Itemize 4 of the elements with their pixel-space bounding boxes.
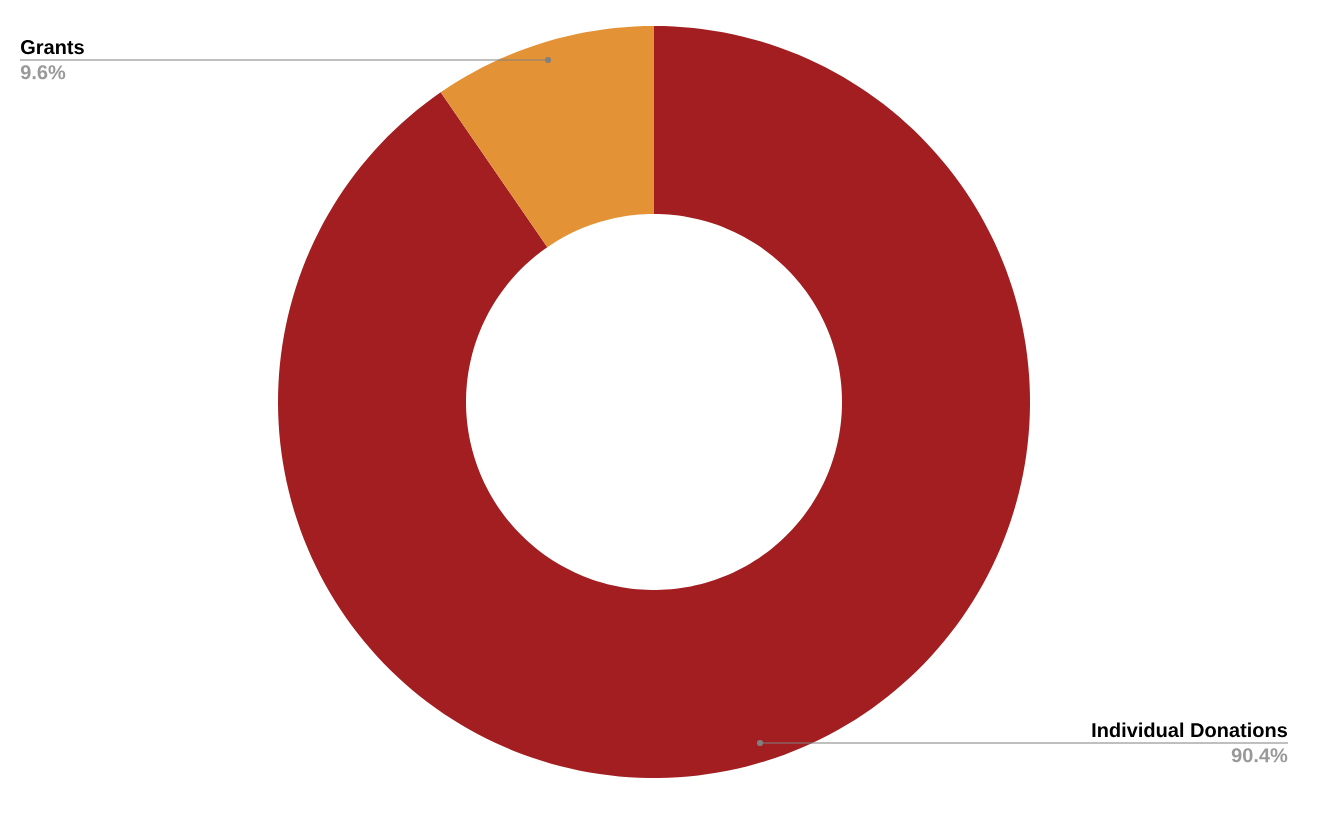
data-label: 9.6%: [20, 65, 66, 80]
data-label: 90.4%: [1231, 748, 1288, 763]
slice-label: Individual Donations: [1092, 722, 1288, 738]
slice-label: Grants: [21, 40, 84, 55]
